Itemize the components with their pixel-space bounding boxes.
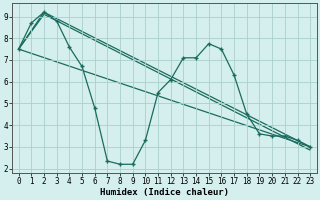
X-axis label: Humidex (Indice chaleur): Humidex (Indice chaleur) (100, 188, 229, 197)
